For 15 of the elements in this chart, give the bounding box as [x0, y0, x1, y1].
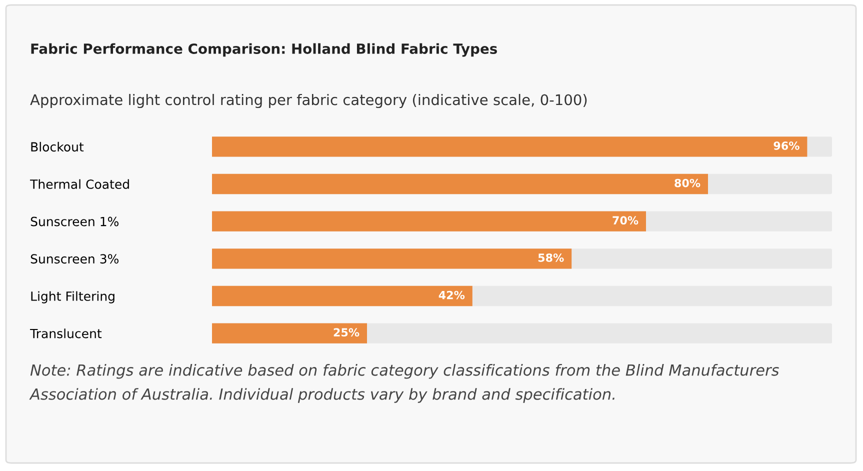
y-tick-label: Light Filtering	[31, 291, 114, 304]
data-label: 25%	[334, 328, 360, 337]
data-label: 70%	[612, 216, 638, 225]
chart-subtitle: Approximate light control rating per fabric category (indicative scale, 0-100)	[30, 94, 587, 108]
y-tick-label: Thermal Coated	[30, 179, 129, 189]
y-tick-label: Translucent	[30, 328, 102, 338]
data-label: 58%	[538, 253, 564, 262]
data-label: 80%	[674, 178, 700, 188]
data-label: 42%	[438, 290, 465, 300]
data-label: 96%	[774, 141, 800, 150]
text: Note: Ratings are indicative based on fabric category classifications from the Blind Manufacturers Association of Australia. Individual products vary by brand and specification.	[29, 364, 779, 403]
y-tick-label: Blockout	[31, 142, 84, 152]
chart-title: Fabric Performance Comparison: Holland Blind Fabric Types	[31, 43, 497, 57]
y-tick-label: Sunscreen 3%	[30, 254, 118, 264]
y-tick-label: Sunscreen 1%	[30, 216, 118, 226]
